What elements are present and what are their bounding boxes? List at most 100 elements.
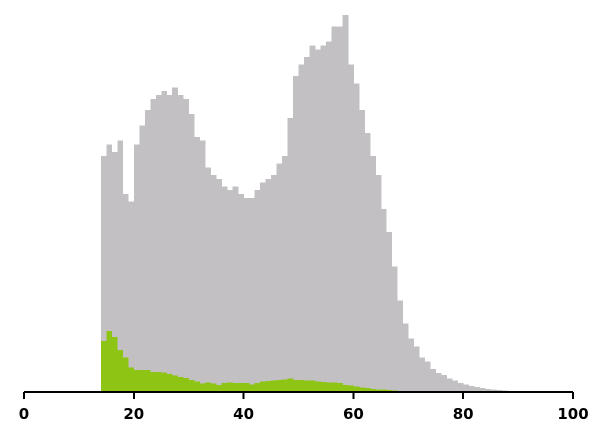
- total-bar: [325, 41, 332, 392]
- total-bar: [254, 190, 261, 392]
- subset-bar: [265, 380, 272, 392]
- total-bar: [391, 266, 398, 392]
- total-bar: [320, 45, 327, 393]
- total-bar: [358, 110, 365, 392]
- subset-bar: [238, 383, 244, 392]
- subset-bar: [276, 379, 283, 392]
- subset-bar: [139, 369, 146, 392]
- total-bar: [166, 94, 173, 392]
- total-bar: [413, 346, 420, 392]
- total-bar: [364, 133, 371, 393]
- subset-bar: [188, 379, 195, 392]
- total-bar: [309, 45, 316, 393]
- total-bar: [183, 98, 190, 392]
- total-bar: [435, 372, 442, 392]
- total-bar: [117, 140, 124, 392]
- total-bar: [216, 178, 223, 392]
- total-bar: [452, 380, 459, 392]
- subset-bar: [199, 383, 206, 392]
- total-bar: [100, 155, 107, 392]
- subset-bar: [325, 382, 332, 392]
- total-bar: [386, 232, 393, 392]
- subset-bar: [260, 381, 266, 392]
- total-bar: [265, 178, 272, 392]
- subset-bar: [320, 382, 327, 392]
- total-bar: [199, 140, 206, 392]
- subset-bar: [227, 382, 234, 392]
- subset-bar: [133, 369, 140, 392]
- total-bar: [331, 26, 338, 392]
- subset-bar: [232, 382, 239, 392]
- total-bar: [243, 197, 250, 392]
- total-bar: [128, 201, 135, 392]
- total-bar: [194, 136, 201, 392]
- subset-bar: [210, 383, 217, 392]
- x-tick-label-0: 0: [19, 405, 29, 423]
- total-bar: [227, 190, 234, 392]
- total-bar: [336, 26, 343, 392]
- subset-bar: [358, 387, 365, 392]
- total-bar: [150, 98, 157, 392]
- subset-bar: [183, 377, 190, 392]
- subset-bar: [205, 382, 212, 392]
- total-bar: [238, 193, 244, 392]
- x-tick-label-20: 20: [123, 405, 144, 423]
- subset-bar: [216, 385, 223, 392]
- total-bar: [155, 94, 162, 392]
- total-bar: [430, 369, 437, 392]
- total-bar: [397, 300, 404, 392]
- total-bar: [177, 94, 184, 392]
- total-bar: [441, 374, 448, 392]
- total-bar: [139, 125, 146, 393]
- subset-bar: [249, 384, 255, 392]
- total-bar: [249, 197, 255, 392]
- subset-bar: [128, 367, 135, 392]
- total-bar: [293, 75, 299, 393]
- total-bar: [282, 155, 288, 392]
- total-bar: [303, 56, 310, 392]
- subset-bar: [161, 372, 168, 392]
- subset-bar: [194, 381, 201, 392]
- total-distribution-bars: [100, 15, 568, 393]
- total-bar: [144, 110, 151, 392]
- subset-bar: [117, 350, 124, 392]
- total-bar: [490, 389, 497, 392]
- total-bar: [314, 49, 321, 393]
- total-bar: [111, 152, 118, 392]
- subset-bar: [369, 388, 376, 392]
- total-bar: [353, 83, 360, 393]
- total-bar: [210, 174, 217, 392]
- subset-bar: [347, 385, 354, 392]
- subset-bar: [282, 379, 288, 392]
- subset-bar: [150, 372, 157, 392]
- subset-bar: [155, 372, 162, 392]
- total-bar: [375, 174, 382, 392]
- total-bar: [380, 209, 387, 392]
- x-tick-label-40: 40: [233, 405, 254, 423]
- total-bar: [172, 87, 179, 392]
- subset-bar: [122, 357, 129, 392]
- x-tick-label-60: 60: [343, 405, 364, 423]
- subset-bar: [111, 336, 118, 392]
- total-bar: [106, 144, 113, 392]
- total-bar: [446, 378, 453, 392]
- total-bar: [133, 144, 140, 392]
- subset-bar: [293, 379, 299, 392]
- subset-bar: [375, 389, 382, 392]
- subset-bar: [309, 380, 316, 392]
- subset-bar: [342, 384, 349, 392]
- subset-bar: [221, 382, 228, 392]
- total-bar: [402, 323, 409, 392]
- total-bar: [342, 15, 349, 392]
- subset-bar: [177, 376, 184, 392]
- subset-bar: [336, 383, 343, 392]
- total-bar: [298, 64, 305, 392]
- total-bar: [287, 117, 294, 392]
- subset-bar: [166, 374, 173, 392]
- subset-bar: [353, 386, 360, 392]
- total-bar: [205, 167, 212, 392]
- total-bar: [479, 388, 486, 392]
- total-bar: [260, 182, 266, 392]
- subset-bar: [364, 388, 371, 392]
